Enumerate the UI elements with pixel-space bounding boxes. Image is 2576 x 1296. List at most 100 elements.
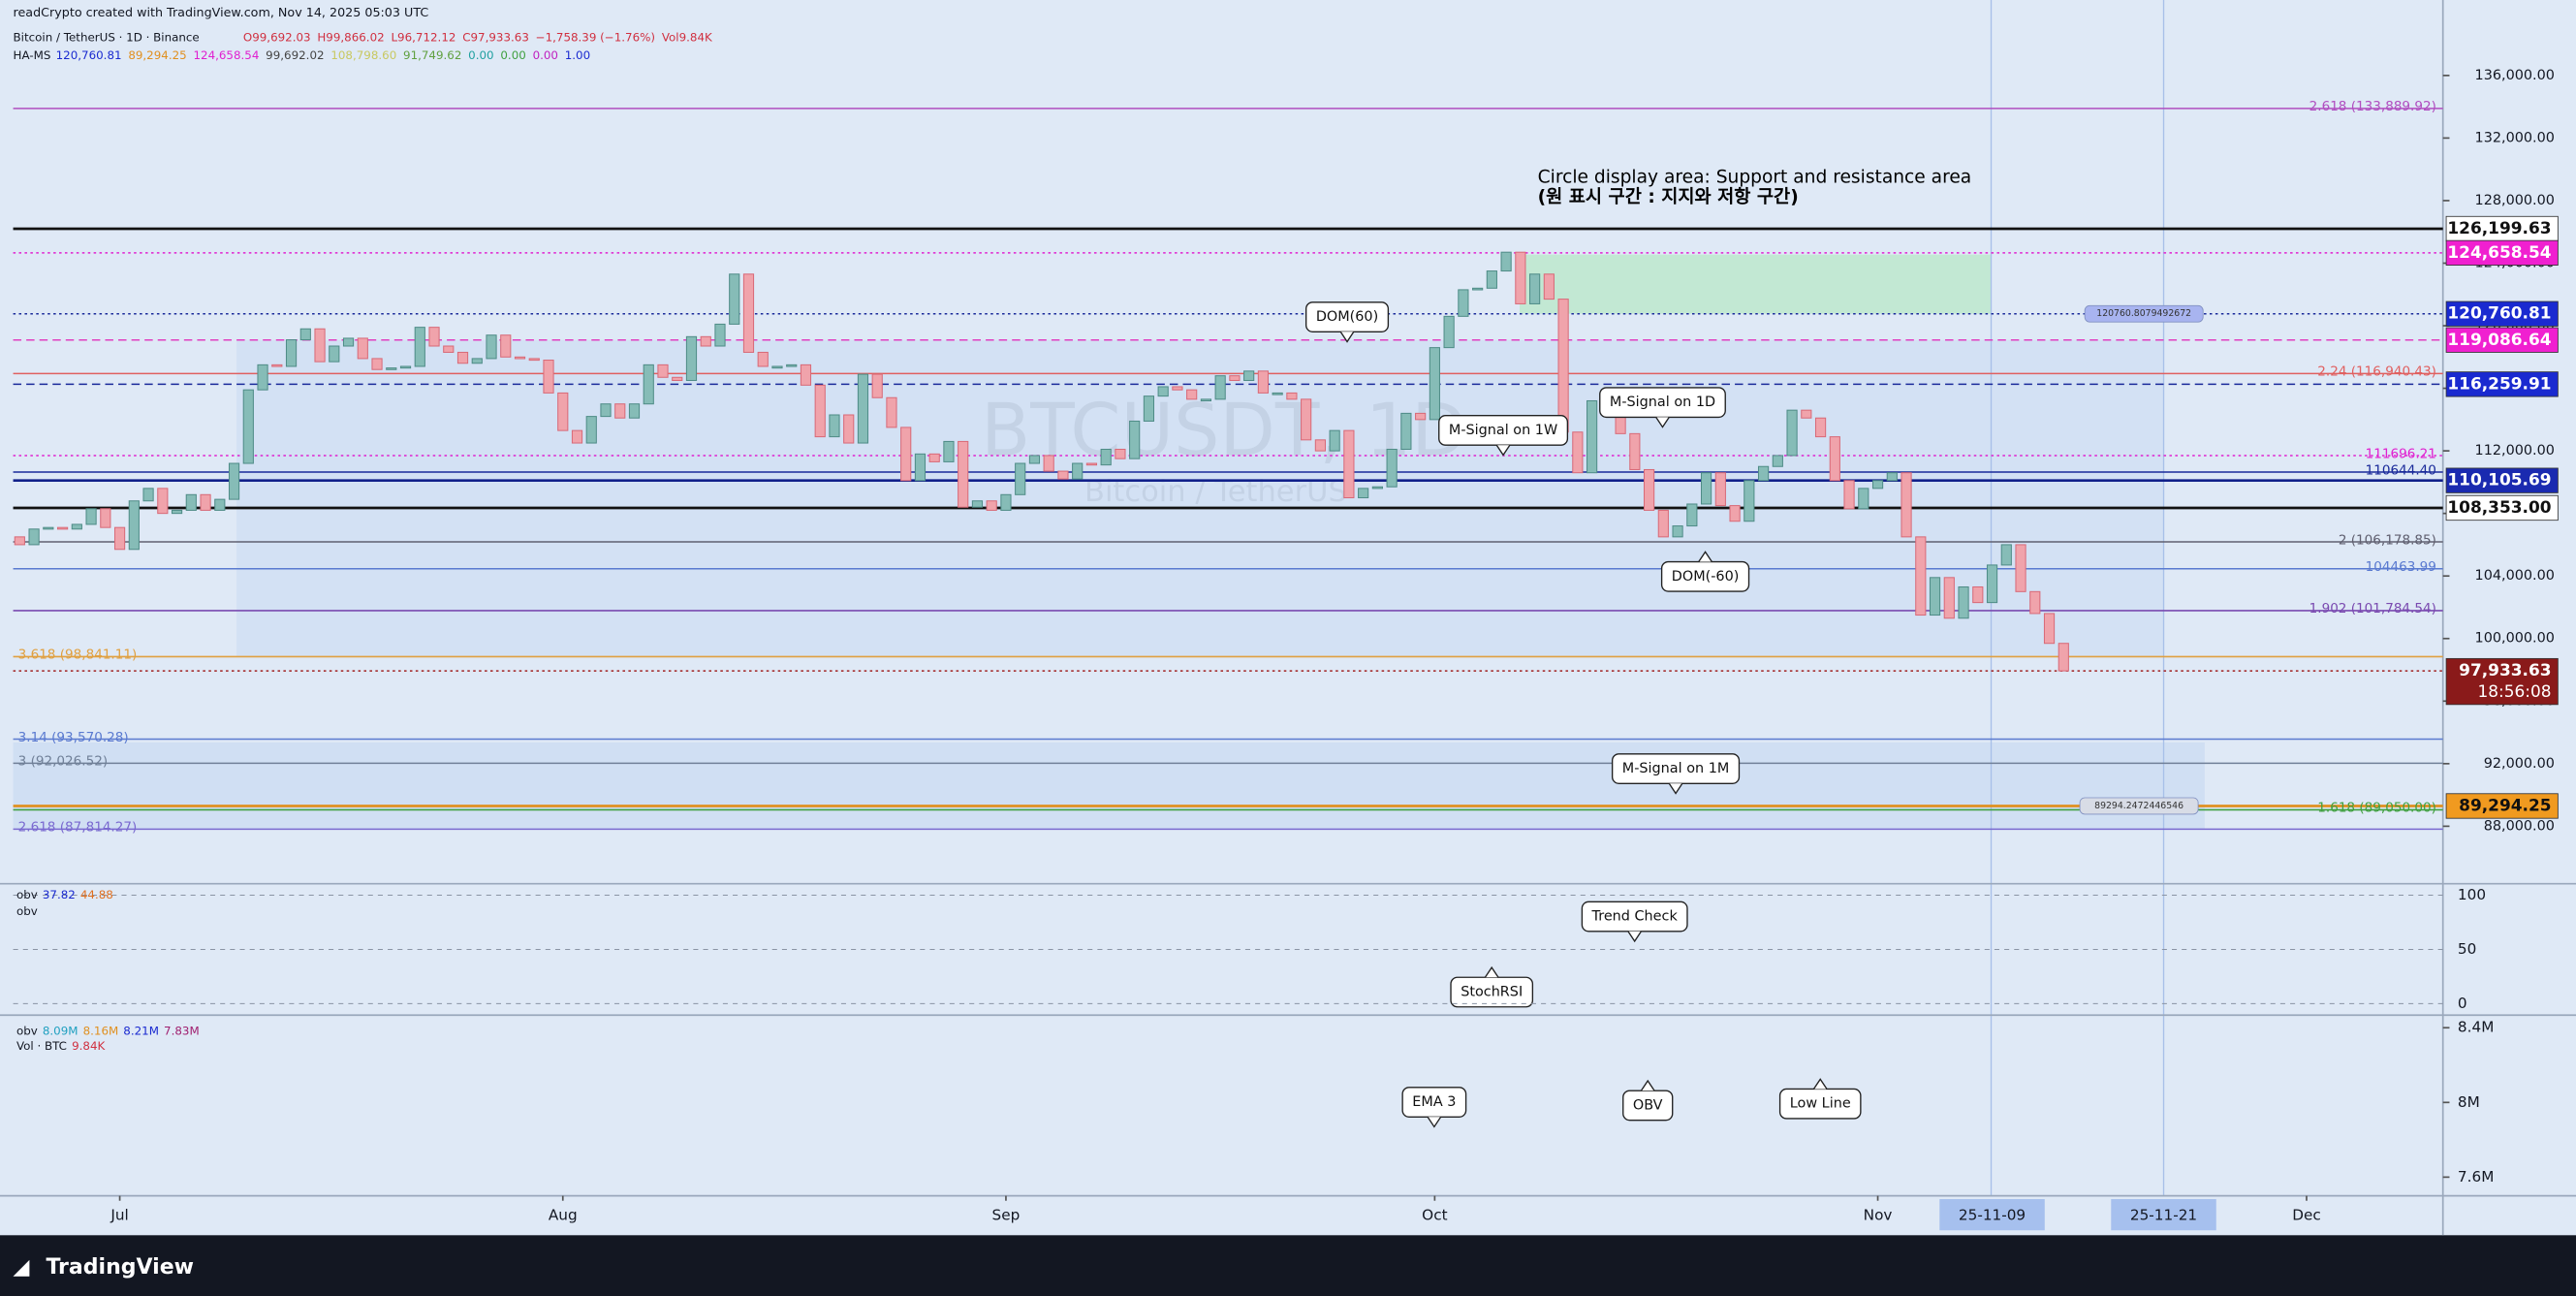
candle xyxy=(800,364,812,386)
candle xyxy=(1386,448,1398,488)
candle xyxy=(986,500,997,511)
date-tag xyxy=(2111,1199,2216,1231)
price-tag-label: 119,086.64 xyxy=(2447,330,2551,349)
candle xyxy=(543,360,554,394)
price-tag xyxy=(2445,371,2559,397)
candle xyxy=(500,334,512,358)
indicator-value: 0.00 xyxy=(533,48,558,62)
candle xyxy=(1214,375,1226,400)
y-tick-label: 104,000.00 xyxy=(2475,568,2555,584)
level-tag: 89294.2472446546 xyxy=(2079,797,2199,815)
level-label: 3.14 (93,570.28) xyxy=(18,730,129,745)
candle xyxy=(1686,503,1698,527)
level-tag-box xyxy=(2084,304,2204,323)
candle xyxy=(1586,399,1598,474)
candle xyxy=(1143,395,1155,422)
candle xyxy=(299,328,311,341)
candle xyxy=(1272,392,1283,395)
ohlc-value: H99,866.02 xyxy=(317,30,384,44)
candle xyxy=(414,327,425,367)
candle xyxy=(1472,287,1484,291)
candle xyxy=(528,358,540,362)
zone xyxy=(1520,254,1992,314)
callout-pointer xyxy=(1698,551,1712,562)
vol-tick-label: 7.6M xyxy=(2458,1168,2494,1185)
callout-text: DOM(-60) xyxy=(1672,569,1740,585)
callout-text: Trend Check xyxy=(1591,909,1679,925)
candle xyxy=(285,339,298,367)
candle xyxy=(1557,299,1569,433)
x-tick-label: Jul xyxy=(110,1206,128,1223)
y-tick-label: 136,000.00 xyxy=(2475,68,2555,83)
callout-pointer xyxy=(1640,1079,1655,1091)
vol-legend: 7.83M xyxy=(164,1025,200,1038)
y-tick-label: 128,000.00 xyxy=(2475,193,2555,208)
brand: TradingView xyxy=(46,1255,194,1280)
candle xyxy=(386,367,397,370)
candle xyxy=(614,403,626,419)
candle xyxy=(1814,417,1827,438)
candle xyxy=(943,440,955,462)
indicator-value: 124,658.54 xyxy=(193,48,259,62)
annotation-heading: Circle display area: Support and resista… xyxy=(1538,168,1972,188)
indicator-value: 1.00 xyxy=(565,48,590,62)
callout: Trend Check xyxy=(1581,901,1688,943)
callout: Low Line xyxy=(1778,1078,1862,1120)
vol-legend: 9.84K xyxy=(72,1039,106,1053)
candle xyxy=(2015,544,2026,592)
callout: OBV xyxy=(1622,1079,1674,1122)
level-tag: 120760.8079492672 xyxy=(2084,304,2204,323)
candle xyxy=(1043,455,1054,472)
vol-legend: 8.16M xyxy=(83,1025,119,1038)
price-tag-label: 120,760.81 xyxy=(2447,303,2551,323)
level-tag-text: 89294.2472446546 xyxy=(2094,801,2183,811)
candle xyxy=(1744,480,1755,522)
candle xyxy=(771,365,783,369)
price-tag-label: 124,658.54 xyxy=(2447,242,2551,262)
price-tag xyxy=(2445,467,2559,493)
candle xyxy=(1929,577,1941,616)
indicator-name: HA-MS xyxy=(14,48,51,62)
candle xyxy=(1700,472,1712,505)
indicator-value: 91,749.62 xyxy=(403,48,461,62)
osc-legend: 37.82 xyxy=(43,888,76,901)
y-tick-label: 92,000.00 xyxy=(2484,756,2555,772)
vol-legend: obv xyxy=(16,1025,38,1038)
candle xyxy=(1129,420,1141,459)
candle xyxy=(1429,347,1440,421)
candle xyxy=(1028,455,1041,464)
candle xyxy=(157,488,169,515)
level-label: 2.24 (116,940.43) xyxy=(2317,364,2436,380)
candle xyxy=(214,498,226,511)
candle xyxy=(1443,315,1455,349)
candle xyxy=(242,389,254,464)
candle xyxy=(1000,493,1012,511)
candle xyxy=(958,440,969,508)
vol-legend: 8.21M xyxy=(123,1025,159,1038)
y-tick-label: 112,000.00 xyxy=(2475,443,2555,458)
candle xyxy=(814,384,826,438)
candle xyxy=(1301,398,1312,441)
indicator-value: 0.00 xyxy=(500,48,525,62)
candle xyxy=(1772,455,1783,467)
callout-text: OBV xyxy=(1633,1097,1663,1113)
osc-tick-label: 50 xyxy=(2458,940,2476,958)
level-label: 2.618 (133,889.92) xyxy=(2309,99,2436,114)
x-tick-label: Dec xyxy=(2292,1206,2321,1223)
candle xyxy=(914,453,927,482)
level-label: 1.902 (101,784.54) xyxy=(2309,601,2436,616)
candle xyxy=(1458,289,1469,317)
vol-legend: Vol · BTC xyxy=(16,1039,67,1053)
callout-pointer xyxy=(1812,1078,1828,1090)
callout: EMA 3 xyxy=(1401,1087,1467,1128)
candle xyxy=(786,364,798,367)
callout-text: M-Signal on 1M xyxy=(1622,761,1729,776)
callout: DOM(-60) xyxy=(1660,551,1750,592)
candle xyxy=(1200,398,1212,402)
candle xyxy=(2000,544,2012,566)
price-tag xyxy=(2445,215,2559,242)
level-tag-box xyxy=(2079,797,2199,815)
callout: M-Signal on 1D xyxy=(1599,387,1726,428)
candle xyxy=(1757,465,1770,482)
candle xyxy=(1529,273,1541,304)
